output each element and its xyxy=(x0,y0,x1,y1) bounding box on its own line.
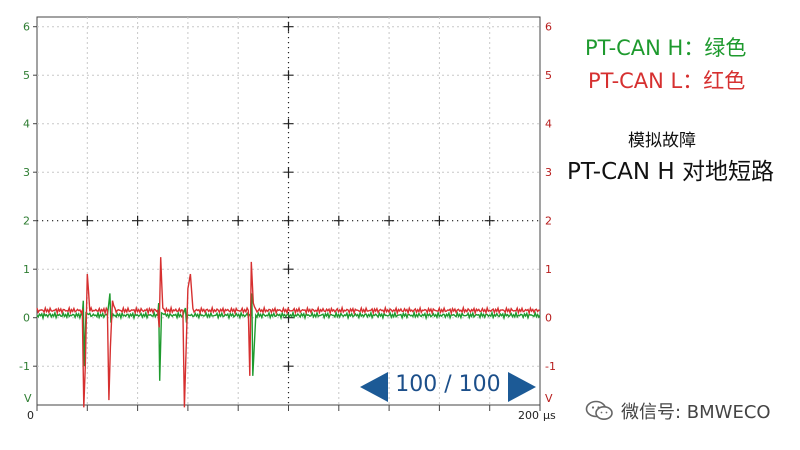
x-unit-label: μs xyxy=(543,409,556,422)
grid-cross-mark xyxy=(333,215,344,226)
y-tick-label-left: 1 xyxy=(23,263,30,276)
grid-cross-mark xyxy=(283,215,294,226)
grid-cross-mark xyxy=(384,215,395,226)
legend-can-h: PT-CAN H：绿色 xyxy=(585,36,747,60)
x-tick-label-start: 0 xyxy=(27,409,34,422)
y-tick-label-right: 6 xyxy=(545,21,552,34)
watermark-text: 微信号: BMWECO xyxy=(621,402,771,423)
y-tick-label-left: 4 xyxy=(23,118,30,131)
grid-cross-mark xyxy=(484,215,495,226)
legend-can-l: PT-CAN L：红色 xyxy=(588,69,746,93)
page-counter: 100 / 100 xyxy=(395,372,501,397)
grid-cross-mark xyxy=(283,118,294,129)
y-tick-label-left: 5 xyxy=(23,69,30,82)
x-tick-label-end: 200 xyxy=(518,409,539,422)
watermark: 微信号: BMWECO xyxy=(585,398,771,424)
series-line-can-h xyxy=(36,293,541,381)
y-tick-label-left: 0 xyxy=(23,312,30,325)
y-tick-label-right: 1 xyxy=(545,263,552,276)
y-tick-label-left: 2 xyxy=(23,215,30,228)
y-tick-label-left: 3 xyxy=(23,166,30,179)
y-tick-label-right: 4 xyxy=(545,118,552,131)
grid-cross-mark xyxy=(283,167,294,178)
grid-cross-mark xyxy=(434,215,445,226)
grid-cross-mark xyxy=(132,215,143,226)
arrow-left-icon[interactable] xyxy=(358,370,390,404)
arrow-right-icon[interactable] xyxy=(506,370,538,404)
grid-cross-mark xyxy=(233,215,244,226)
series-line-can-l xyxy=(36,257,541,408)
grid-cross-mark xyxy=(283,21,294,32)
y-tick-label-right: 5 xyxy=(545,69,552,82)
grid-cross-mark xyxy=(283,264,294,275)
y-unit-right: V xyxy=(545,392,553,405)
page-navigator: 100 / 100 xyxy=(358,370,538,406)
y-tick-label-right: 0 xyxy=(545,312,552,325)
grid-cross-mark xyxy=(283,70,294,81)
plot-area xyxy=(36,16,541,406)
y-tick-label-left: -1 xyxy=(19,360,30,373)
grid-cross-mark xyxy=(182,215,193,226)
fault-title: 模拟故障 xyxy=(628,131,696,151)
y-tick-label-left: 6 xyxy=(23,21,30,34)
y-tick-label-right: -1 xyxy=(545,360,556,373)
wechat-icon xyxy=(585,400,613,420)
y-tick-label-right: 2 xyxy=(545,215,552,228)
grid-cross-mark xyxy=(82,215,93,226)
y-unit-left: V xyxy=(24,392,32,405)
grid-cross-mark xyxy=(283,361,294,372)
y-tick-label-right: 3 xyxy=(545,166,552,179)
fault-description: PT-CAN H 对地短路 xyxy=(567,159,775,185)
